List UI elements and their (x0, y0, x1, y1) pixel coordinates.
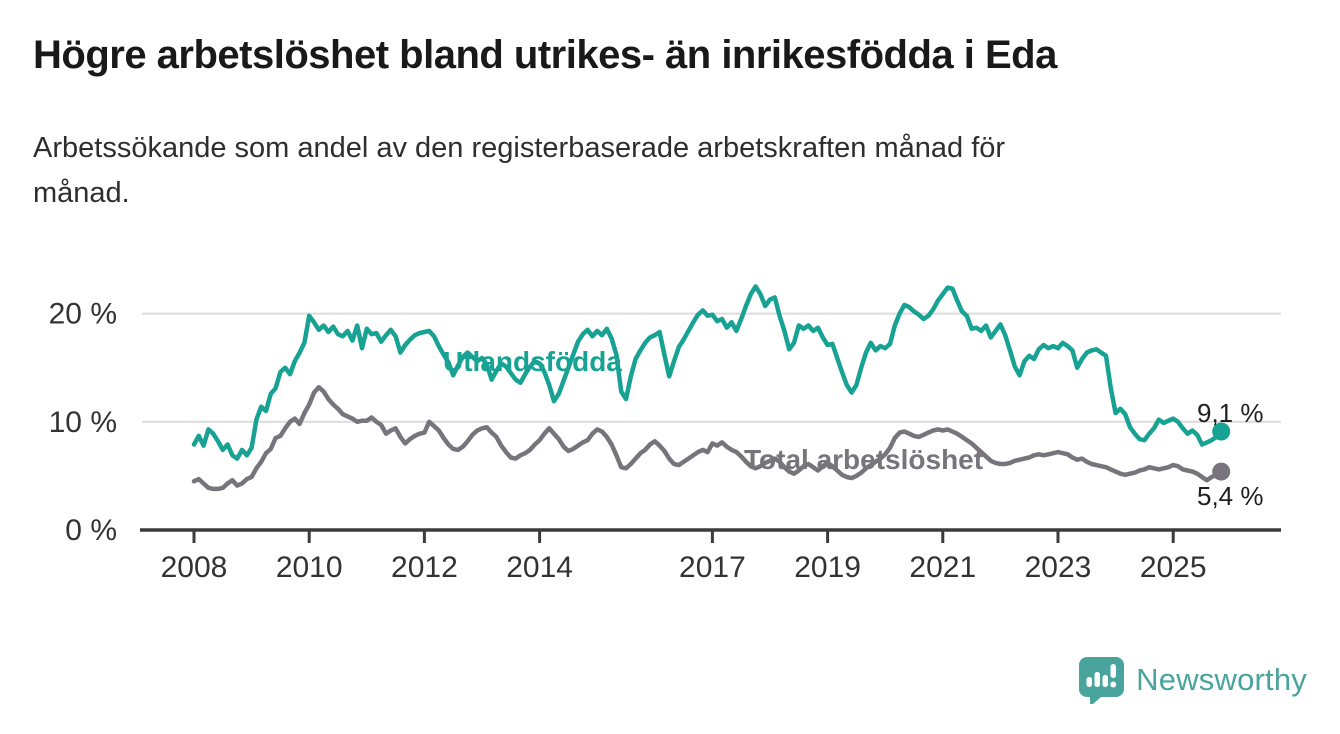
series-label-total-arbetsloshet: Total arbetslöshet (744, 444, 983, 475)
brand-name: Newsworthy (1136, 662, 1307, 697)
end-value-label-utlandsfodda: 9,1 % (1197, 398, 1264, 428)
series-line-1 (191, 384, 1224, 492)
y-tick-label-10: 10 % (49, 406, 117, 439)
x-tick-label-2012: 2012 (391, 551, 458, 584)
page-subtitle: Arbetssökande som andel av den registerb… (33, 132, 1006, 209)
series-end-dot-0 (1212, 422, 1231, 441)
series-end-dot-1 (1212, 462, 1231, 481)
newsworthy-brand: Newsworthy (1078, 656, 1307, 704)
page-title: Högre arbetslöshet bland utrikes- än inr… (33, 33, 1057, 77)
series-line-0 (191, 284, 1224, 461)
y-tick-label-0: 0 % (65, 514, 117, 547)
end-value-label-total: 5,4 % (1197, 481, 1264, 511)
grid-and-axes: 0 % 10 % 20 % 2008 2010 2012 2014 2017 2019 2021 2… (49, 298, 1281, 584)
x-tick-label-2017: 2017 (679, 551, 746, 584)
x-tick-label-2019: 2019 (794, 551, 861, 584)
x-tick-label-2008: 2008 (161, 551, 228, 584)
series-lines (191, 284, 1231, 492)
x-tick-label-2021: 2021 (909, 551, 976, 584)
x-tick-label-2025: 2025 (1140, 551, 1207, 584)
series-label-utlandsfodda: Utlandsfödda (443, 346, 622, 377)
x-tick-label-2014: 2014 (506, 551, 573, 584)
x-tick-label-2010: 2010 (276, 551, 343, 584)
y-tick-label-20: 20 % (49, 298, 117, 331)
x-tick-label-2023: 2023 (1025, 551, 1092, 584)
bar-chart-speech-bubble-icon (1079, 657, 1125, 704)
